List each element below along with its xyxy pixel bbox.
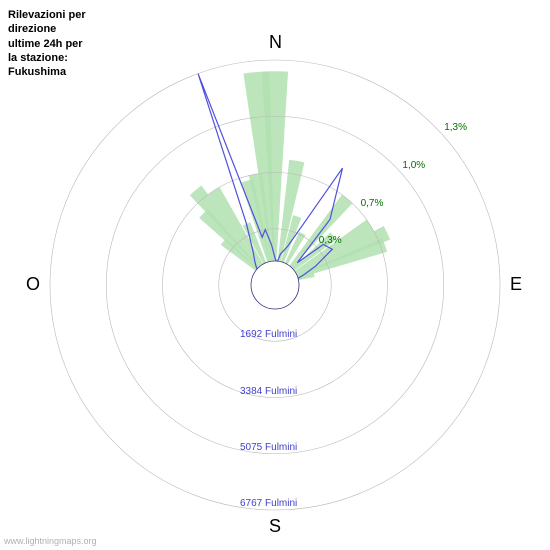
- axis-label-north: N: [269, 32, 282, 53]
- axis-label-west: O: [26, 274, 40, 295]
- ring-label: 1,0%: [402, 160, 425, 171]
- ring-label: 1,3%: [444, 122, 467, 133]
- axis-label-east: E: [510, 274, 522, 295]
- ring-label: 0,7%: [361, 198, 384, 209]
- ring-label: 0,3%: [319, 235, 342, 246]
- footer-attribution: www.lightningmaps.org: [4, 536, 97, 546]
- chart-title: Rilevazioni perdirezioneultime 24h perla…: [8, 8, 86, 79]
- radial-count-label: 6767 Fulmini: [240, 498, 297, 509]
- radial-count-label: 1692 Fulmini: [240, 329, 297, 340]
- polar-chart: [0, 0, 550, 550]
- radial-count-label: 3384 Fulmini: [240, 386, 297, 397]
- radial-count-label: 5075 Fulmini: [240, 442, 297, 453]
- axis-label-south: S: [269, 516, 281, 537]
